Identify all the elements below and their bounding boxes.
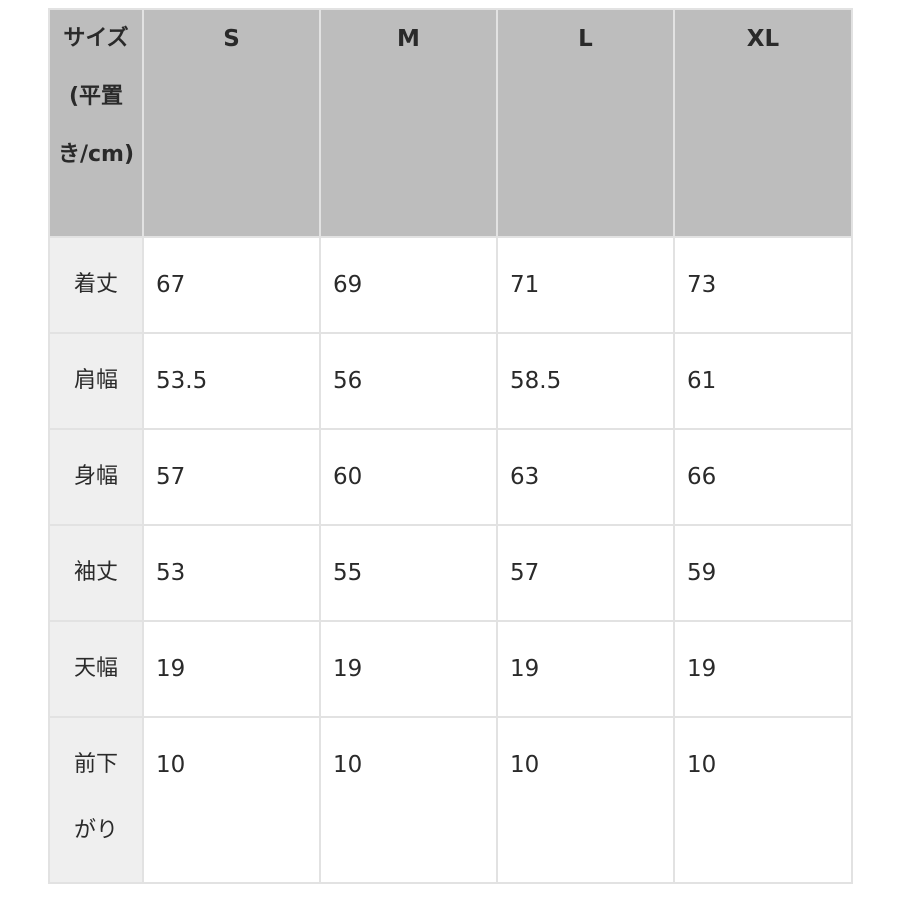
table-row: 袖丈 53 55 57 59 [48,524,853,622]
cell: 57 [496,524,675,622]
cell: 56 [319,332,498,430]
cell: 57 [142,428,321,526]
cell: 67 [142,236,321,334]
cell: 19 [496,620,675,718]
cell: 71 [496,236,675,334]
table-row: 前下がり 10 10 10 10 [48,716,853,884]
size-table: サイズ(平置き/cm) S M L XL 着丈 67 69 71 73 肩幅 5… [48,8,853,884]
cell: 69 [319,236,498,334]
row-label: 袖丈 [48,524,144,622]
cell: 61 [673,332,853,430]
cell: 73 [673,236,853,334]
table-row: 着丈 67 69 71 73 [48,236,853,334]
table-row: 身幅 57 60 63 66 [48,428,853,526]
size-header-xl: XL [673,8,853,238]
cell: 19 [673,620,853,718]
cell: 58.5 [496,332,675,430]
row-label: 前下がり [48,716,144,884]
row-label: 肩幅 [48,332,144,430]
row-label: 身幅 [48,428,144,526]
row-label: 天幅 [48,620,144,718]
cell: 10 [319,716,498,884]
cell: 66 [673,428,853,526]
cell: 53.5 [142,332,321,430]
cell: 19 [142,620,321,718]
header-row: サイズ(平置き/cm) S M L XL [48,8,853,238]
cell: 59 [673,524,853,622]
cell: 10 [496,716,675,884]
cell: 10 [673,716,853,884]
cell: 53 [142,524,321,622]
row-label: 着丈 [48,236,144,334]
cell: 10 [142,716,321,884]
cell: 55 [319,524,498,622]
size-header-s: S [142,8,321,238]
corner-header: サイズ(平置き/cm) [48,8,144,238]
size-header-m: M [319,8,498,238]
cell: 19 [319,620,498,718]
cell: 63 [496,428,675,526]
table-row: 天幅 19 19 19 19 [48,620,853,718]
cell: 60 [319,428,498,526]
table-row: 肩幅 53.5 56 58.5 61 [48,332,853,430]
size-header-l: L [496,8,675,238]
